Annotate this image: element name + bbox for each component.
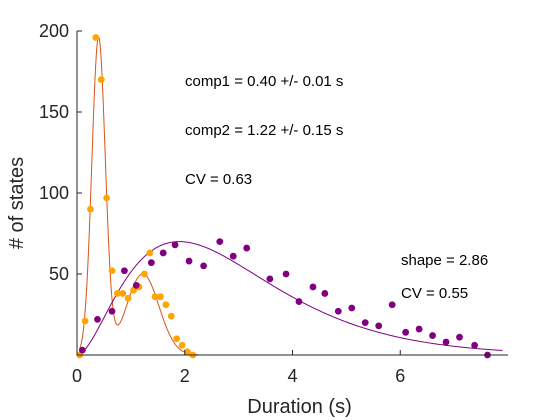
data-point [442,338,450,346]
data-point [81,317,89,325]
data-point [266,275,274,283]
data-point [429,332,436,339]
data-point [151,293,159,301]
data-point [119,290,127,297]
y-tick-label: 100 [39,183,69,203]
y-tick-label: 150 [39,102,69,122]
data-point [114,290,121,297]
data-point [92,34,100,41]
data-point [157,293,164,301]
data-point [171,241,179,249]
data-point [229,252,237,260]
x-tick-label: 4 [287,366,297,386]
data-point [124,294,132,302]
data-point [108,267,116,275]
data-point [402,328,410,336]
x-tick-label: 2 [180,366,190,386]
axes: 0 2 4 6 50 100 150 200 [39,21,508,386]
data-point [140,270,148,278]
annotation-text: comp1 = 0.40 +/- 0.01 s [185,73,343,90]
data-point [375,322,383,330]
data-point [132,281,140,289]
data-point [456,333,463,341]
data-point [216,238,224,246]
data-point [178,341,186,349]
x-tick-label: 0 [72,366,82,386]
data-point [471,341,478,349]
data-point [103,194,111,202]
data-point [94,315,101,323]
y-tick-label: 50 [49,264,69,284]
annotation-text: CV = 0.55 [401,285,468,302]
data-point [309,283,317,291]
annotation-text: shape = 2.86 [401,252,488,269]
annotations: comp1 = 0.40 +/- 0.01 s comp2 = 1.22 +/- … [185,73,488,302]
data-point [121,267,128,275]
annotation-text: comp2 = 1.22 +/- 0.15 s [185,122,343,139]
data-point [162,301,170,309]
annotation-text: CV = 0.63 [185,171,252,188]
data-point [108,307,116,315]
data-point [361,319,369,326]
y-axis-label: # of states [6,157,28,249]
y-tick-label: 200 [39,21,69,41]
data-point [87,205,94,213]
fit-curve-mixture [79,36,199,356]
data-point [282,270,290,278]
data-point [159,249,167,257]
data-point [348,304,356,312]
data-point [146,249,154,257]
data-point [295,298,303,305]
data-point [167,312,175,320]
data-point [200,262,208,270]
x-tick-label: 6 [395,366,405,386]
data-point [147,259,155,267]
data-point [388,301,396,309]
data-point [415,325,423,333]
data-point [97,76,105,83]
data-points [76,34,491,359]
data-point [321,290,329,297]
data-point [173,335,181,343]
data-point [243,244,251,252]
x-axis-label: Duration (s) [247,396,351,418]
data-point [78,346,86,354]
data-point [185,257,193,265]
data-point [334,307,342,315]
data-point [184,348,191,356]
